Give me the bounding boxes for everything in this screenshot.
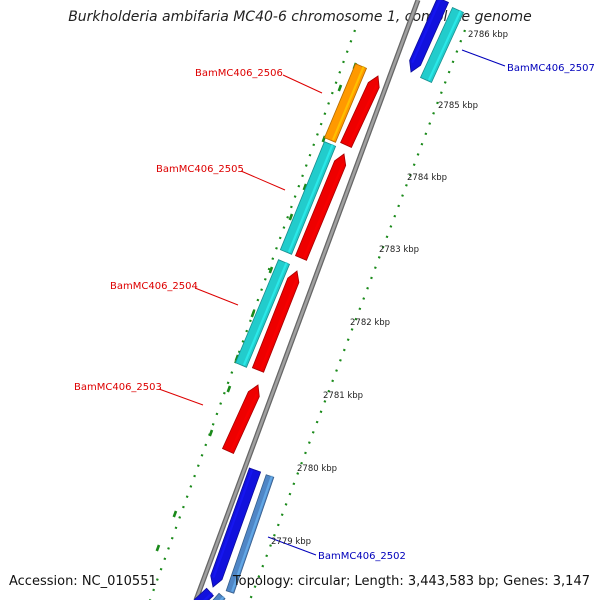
gene-label-2505[interactable]: BamMC406_2505 (156, 164, 244, 175)
cds-bammc406-2502-bar[interactable] (225, 474, 275, 594)
gene-labels: BamMC406_2506 BamMC406_2505 BamMC406_250… (74, 63, 595, 562)
tick-2786: 2786 kbp (468, 30, 508, 40)
cds-bammc406-2504-bar[interactable] (234, 259, 291, 368)
cds-bammc406-2506-bar[interactable] (323, 63, 368, 143)
gene-bammc406-2507-arrow[interactable] (409, 0, 450, 73)
accession-text: Accession: NC_010551 (9, 574, 157, 589)
gene-label-2507[interactable]: BamMC406_2507 (507, 63, 595, 74)
tick-2783: 2783 kbp (379, 245, 419, 255)
gene-track (193, 0, 465, 600)
leader-2506 (282, 74, 323, 94)
topology-text: Topology: circular; Length: 3,443,583 bp… (232, 574, 590, 589)
tick-2784: 2784 kbp (407, 173, 447, 183)
tick-2781: 2781 kbp (323, 391, 363, 401)
tick-2779: 2779 kbp (271, 537, 311, 547)
gene-bammc406-2506-arrow[interactable] (340, 75, 380, 149)
tick-2782: 2782 kbp (350, 318, 390, 328)
gc-dotted-track (148, 29, 357, 600)
cds-bammc406-2505-bar[interactable] (279, 141, 337, 255)
gene-label-2502[interactable]: BamMC406_2502 (318, 551, 406, 562)
gene-label-2506[interactable]: BamMC406_2506 (195, 68, 283, 79)
cds-bammc406-2507-bar[interactable] (419, 6, 465, 84)
leader-2507 (461, 49, 506, 67)
gene-label-2503[interactable]: BamMC406_2503 (74, 382, 162, 393)
gene-bammc406-2503-arrow[interactable] (221, 384, 260, 455)
gene-label-2504[interactable]: BamMC406_2504 (110, 281, 198, 292)
gene-bammc406-2504-arrow[interactable] (251, 270, 300, 373)
leader-2504 (194, 287, 239, 306)
gene-bammc406-2505-arrow[interactable] (294, 153, 347, 261)
gene-bottom-blue-a[interactable] (193, 587, 214, 600)
tick-2780: 2780 kbp (297, 464, 337, 474)
leader-2505 (240, 170, 286, 191)
gene-bammc406-2502-arrow[interactable] (210, 467, 262, 588)
tick-2785: 2785 kbp (438, 101, 478, 111)
gene-bottom-blue-b[interactable] (211, 592, 226, 600)
map-title: Burkholderia ambifaria MC40-6 chromosome… (68, 9, 532, 25)
label-leader-lines (158, 49, 506, 556)
leader-2502 (267, 536, 317, 556)
backbone-line (193, 0, 421, 600)
scale-dotted-track (248, 29, 467, 600)
leader-2503 (158, 388, 204, 406)
scale-tick-labels: 2786 kbp 2785 kbp 2784 kbp 2783 kbp 2782… (271, 30, 508, 547)
